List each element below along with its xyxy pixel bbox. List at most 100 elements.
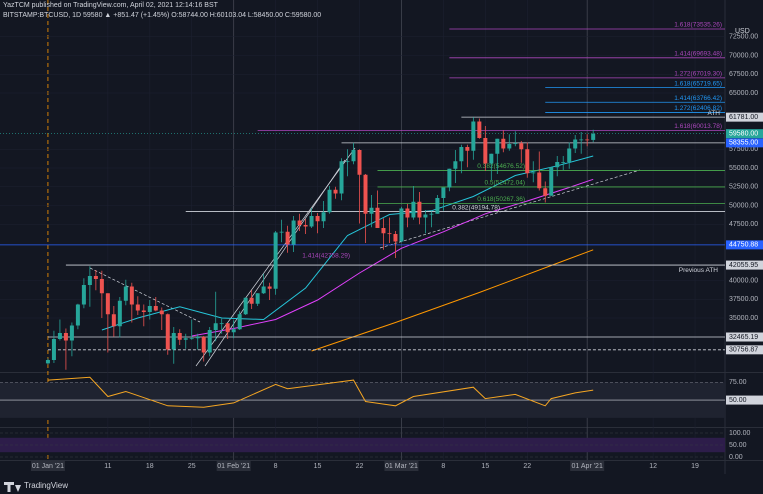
candle-body [165,314,170,350]
header-title: YazTCM published on TradingView.com, Apr… [3,2,219,9]
candle-body [135,304,140,311]
candle-body [237,314,242,330]
candle-body [465,147,470,151]
candle-body [357,150,362,175]
price-tag-label: 44750.88 [729,242,758,249]
candle-body [531,172,536,174]
candle-body [453,161,458,169]
rsi-line [47,376,594,408]
price-tag [726,112,763,122]
price-tag-label: 42055.95 [729,262,758,269]
candle-body [483,138,488,164]
candle-body [417,201,422,218]
x-tick-label: 15 [314,463,322,470]
candle-body [471,121,476,151]
candle-body [93,276,98,279]
header-symbol: BITSTAMP:BTCUSD, 1D 59580 ▲ +851.47 (+1.… [3,12,321,19]
x-tick-label: 8 [441,463,445,470]
x-tick-label: 22 [356,463,364,470]
price-tag [726,260,763,270]
candle-body [327,189,332,213]
moving-average [311,249,594,352]
rsi-tag [726,395,763,405]
stoch-tick-label: 0.00 [729,454,743,461]
level-label: 1.618(60013.78) [674,123,722,130]
candle-body [381,228,386,234]
candle-body [75,304,80,326]
x-tick-label-bg [570,461,605,471]
candle-body [117,300,122,327]
candle-body [207,330,212,353]
candle-body [435,198,440,214]
candle-body [261,286,266,294]
candle-body [369,207,374,214]
logo [4,482,21,492]
candle-body [291,220,296,245]
candle-body [105,293,110,315]
candle-body [405,208,410,218]
price-tag-label: 61781.00 [729,114,758,121]
x-tick-label-bg [384,461,419,471]
candle-body [441,187,446,198]
candle-body [141,310,146,312]
level-label: 1.414(69693.48) [674,51,722,58]
y-tick-label: 67500.00 [729,71,758,78]
x-tick-label-bg [30,461,65,471]
candle-body [273,232,278,289]
level-label: 0.382(49194.78) [452,204,500,211]
y-tick-label: 55000.00 [729,165,758,172]
candle-body [345,161,350,163]
candle-body [189,338,194,340]
price-tag [726,332,763,342]
candle-body [129,286,134,305]
y-tick-label: 72500.00 [729,34,758,41]
candle-body [447,168,452,188]
x-tick-label: 22 [523,463,531,470]
candle-body [99,279,104,294]
level-label: 1.272(67019.30) [674,71,722,78]
level-label: 1.618(65719.65) [674,80,722,87]
candle-body [315,216,320,222]
x-tick-label: 25 [188,463,196,470]
x-tick-label: 18 [146,463,154,470]
moving-average [101,155,594,331]
candle-body [183,338,188,340]
level-label: Previous ATH [679,267,719,274]
candle-body [339,161,344,194]
level-label: 0.5(52472.04) [485,180,525,187]
candle-body [399,208,404,242]
candle-body [297,220,302,225]
y-tick-label: 52500.00 [729,184,758,191]
candle-body [393,234,398,242]
candle-body [171,333,176,350]
candle-body [249,297,254,304]
level-label: 0.382(54676.52) [477,163,525,170]
candle-body [591,133,596,140]
candle-body [321,212,326,222]
x-tick-label: 11 [104,463,111,470]
candle-body [213,323,218,330]
candle-body [507,144,512,149]
y-tick-label: 70000.00 [729,52,758,59]
candle-body [57,333,62,339]
candle-body [81,285,86,305]
candle-body [585,139,590,141]
candle-body [351,150,356,162]
candle-body [423,214,428,218]
candle-body [45,360,50,364]
footer-brand: TradingView [24,481,68,490]
candle-body [537,172,542,189]
candle-body [363,174,368,214]
candle-body [477,121,482,138]
y-tick-label: 40000.00 [729,277,758,284]
stoch-tick-label: 100.00 [729,430,751,437]
candle-body [123,286,128,301]
candle-body [177,333,182,340]
candle-body [375,207,380,228]
level-label: 1.618(73535.26) [674,22,722,29]
price-tag [726,240,763,250]
candle-body [459,147,464,162]
candle-body [387,233,392,235]
